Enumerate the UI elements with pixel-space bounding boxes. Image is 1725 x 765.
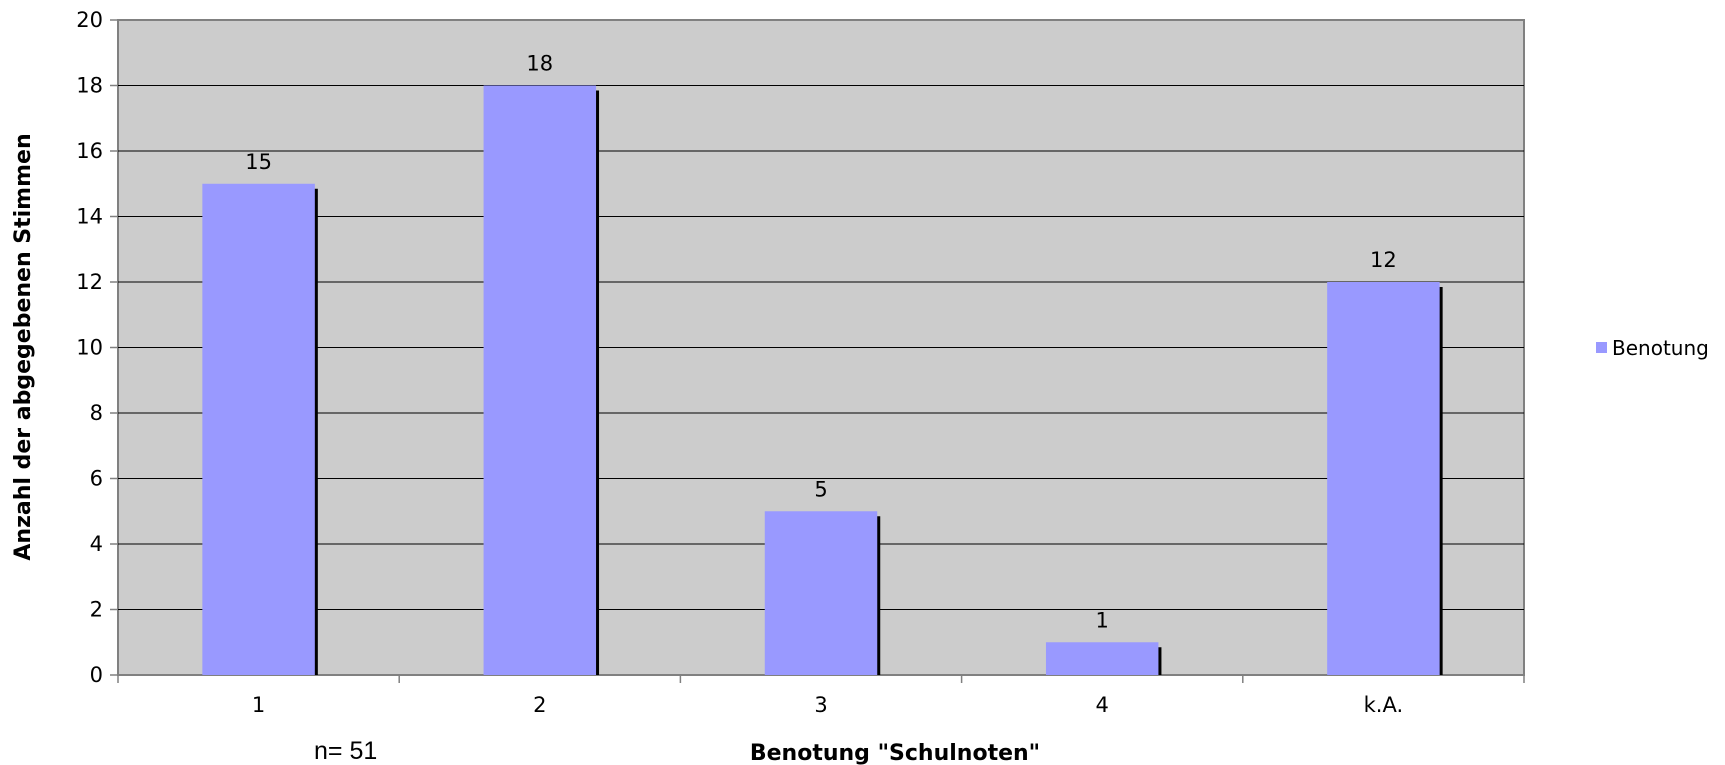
y-tick-label: 12 xyxy=(76,270,103,294)
legend-swatch xyxy=(1596,342,1607,353)
legend: Benotung xyxy=(1596,336,1709,360)
bar xyxy=(1045,642,1159,675)
y-tick-label: 0 xyxy=(90,663,103,687)
x-tick-label: k.A. xyxy=(1364,693,1404,717)
data-label: 15 xyxy=(245,150,272,174)
x-axis-ticks: 1 2 3 4 k.A. xyxy=(117,675,1525,717)
x-tick-label: 4 xyxy=(1096,693,1109,717)
x-axis-title: Benotung "Schulnoten" xyxy=(750,741,1040,765)
data-label: 18 xyxy=(526,52,553,76)
y-tick-label: 4 xyxy=(90,532,103,556)
bar xyxy=(483,85,597,675)
y-tick-label: 2 xyxy=(90,598,103,622)
y-tick-label: 18 xyxy=(76,74,103,98)
x-tick-label: 1 xyxy=(252,693,265,717)
y-tick-label: 10 xyxy=(76,336,103,360)
sample-size-note: n= 51 xyxy=(314,737,377,765)
y-tick-label: 16 xyxy=(76,139,103,163)
y-tick-label: 8 xyxy=(90,401,103,425)
y-tick-label: 6 xyxy=(90,467,103,491)
y-tick-label: 14 xyxy=(76,205,103,229)
data-label: 12 xyxy=(1370,248,1397,272)
legend-label: Benotung xyxy=(1612,336,1709,360)
x-tick-label: 2 xyxy=(533,693,546,717)
y-axis-title: Anzahl der abgegebenen Stimmen xyxy=(11,133,36,560)
bar xyxy=(764,511,878,675)
bar xyxy=(1327,282,1440,675)
y-axis-ticks: 0 2 4 6 8 10 12 14 16 18 20 xyxy=(76,8,118,687)
bars xyxy=(202,85,1443,675)
bar xyxy=(202,183,315,675)
data-label: 1 xyxy=(1096,608,1109,632)
x-tick-label: 3 xyxy=(814,693,827,717)
gridlines xyxy=(118,85,1524,610)
data-label: 5 xyxy=(814,477,827,501)
data-labels: 15 18 5 1 12 xyxy=(245,52,1397,633)
y-tick-label: 20 xyxy=(76,8,103,32)
